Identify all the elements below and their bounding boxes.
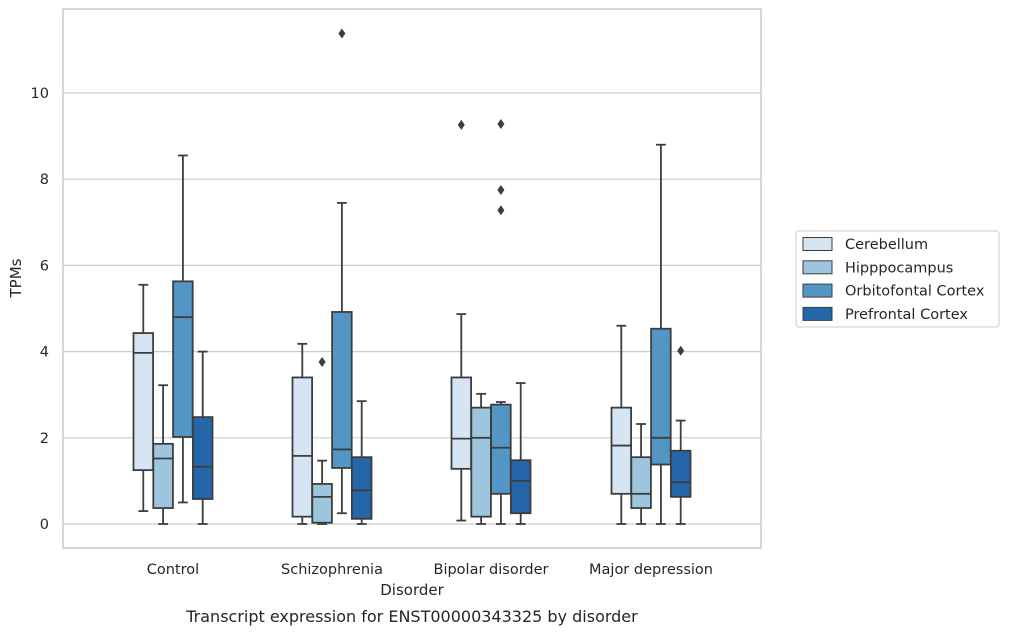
- iqr-box: [172, 280, 194, 438]
- legend-label: Orbitofontal Cortex: [845, 284, 985, 300]
- x-tick-label: Bipolar disorder: [434, 562, 549, 578]
- x-tick-label: Schizophrenia: [281, 562, 383, 578]
- box-prefrontal-cortex: [350, 400, 373, 525]
- box-orbitofontal-cortex: [331, 28, 353, 515]
- iqr-box: [350, 456, 373, 520]
- legend: Cerebellum Hipppocampus Orbitofontal Corte…: [795, 230, 1000, 328]
- iqr-box: [650, 327, 672, 466]
- legend-items: Cerebellum Hipppocampus Orbitofontal Corte…: [802, 237, 985, 323]
- legend-label: Prefrontal Cortex: [845, 307, 968, 323]
- x-tick-label: Major depression: [589, 562, 713, 578]
- outlier-point: [497, 205, 505, 216]
- outlier-point: [457, 119, 465, 130]
- box-prefrontal-cortex: [191, 350, 214, 525]
- outlier-point: [497, 119, 505, 130]
- box-prefrontal-cortex: [509, 382, 532, 525]
- legend-swatch: [802, 306, 833, 321]
- outlier-point: [338, 28, 346, 39]
- chart-caption: Transcript expression for ENST0000034332…: [185, 607, 638, 626]
- x-tick-label: Control: [147, 562, 199, 578]
- iqr-box: [191, 416, 214, 500]
- iqr-box: [450, 376, 473, 470]
- box-hipppocampus: [630, 423, 652, 525]
- legend-swatch: [802, 237, 833, 251]
- legend-label: Hipppocampus: [845, 260, 953, 276]
- box-cerebellum: [291, 342, 314, 525]
- boxes: [132, 28, 692, 525]
- y-tick-label: 10: [31, 86, 49, 102]
- outlier-point: [677, 345, 685, 356]
- iqr-box: [670, 449, 692, 498]
- box-orbitofontal-cortex: [650, 143, 672, 525]
- y-tick-label: 0: [40, 517, 49, 533]
- box-prefrontal-cortex: [670, 345, 692, 525]
- box-hipppocampus: [470, 392, 492, 525]
- iqr-box: [331, 311, 353, 469]
- y-tick-label: 6: [40, 258, 49, 274]
- tick-labels: 0 2 4 6 8 10 Control Schizophrenia Bipolar disor…: [31, 86, 713, 578]
- box-orbitofontal-cortex: [172, 154, 194, 504]
- iqr-box: [291, 376, 314, 518]
- outlier-point: [318, 356, 326, 367]
- iqr-box: [509, 459, 532, 515]
- outlier-point: [497, 184, 505, 195]
- box-cerebellum: [610, 324, 633, 525]
- x-axis-title: Disorder: [380, 581, 444, 599]
- iqr-box: [132, 332, 155, 472]
- iqr-box: [630, 456, 652, 509]
- box-orbitofontal-cortex: [490, 119, 512, 525]
- y-tick-label: 8: [40, 172, 49, 188]
- iqr-box: [490, 403, 512, 495]
- legend-label: Cerebellum: [845, 237, 928, 253]
- legend-swatch: [802, 260, 833, 275]
- y-axis-title: TPMs: [7, 258, 25, 298]
- legend-swatch: [802, 283, 833, 298]
- iqr-box: [311, 483, 333, 524]
- iqr-box: [152, 442, 174, 509]
- box-hipppocampus: [152, 384, 174, 525]
- box-cerebellum: [132, 283, 155, 512]
- legend-frame: [795, 230, 1000, 328]
- box-hipppocampus: [311, 356, 333, 525]
- iqr-box: [470, 406, 492, 518]
- iqr-box: [610, 406, 633, 495]
- y-tick-label: 4: [40, 345, 49, 361]
- y-tick-label: 2: [40, 431, 49, 447]
